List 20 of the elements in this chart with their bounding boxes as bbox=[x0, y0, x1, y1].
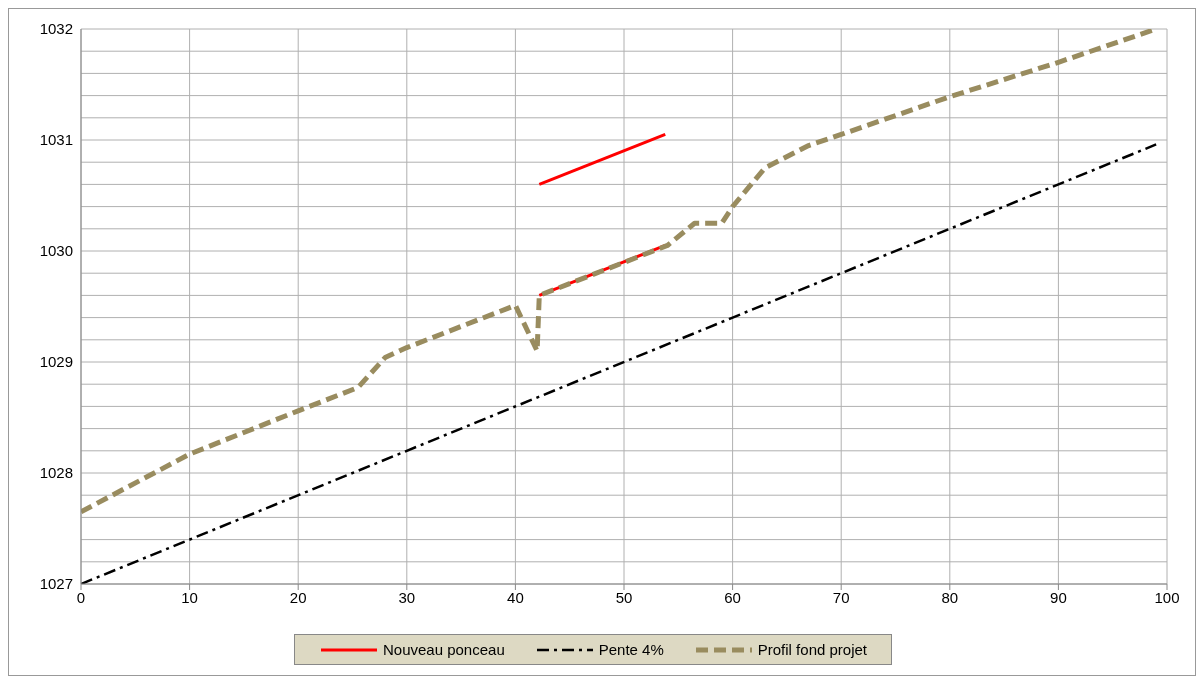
y-tick-label: 1028 bbox=[39, 464, 73, 482]
legend-label: Pente 4% bbox=[597, 641, 664, 658]
legend-label: Profil fond projet bbox=[756, 641, 868, 658]
x-tick-label: 70 bbox=[832, 588, 850, 606]
x-tick-label: 80 bbox=[941, 588, 959, 606]
x-tick-label: 0 bbox=[76, 588, 86, 606]
x-tick-label: 90 bbox=[1050, 588, 1067, 606]
x-tick-label: 10 bbox=[181, 588, 198, 606]
x-tick-label: 20 bbox=[289, 588, 307, 606]
legend-label: Nouveau ponceau bbox=[381, 641, 505, 658]
y-tick-label: 1029 bbox=[39, 353, 73, 371]
y-tick-label: 1027 bbox=[39, 575, 73, 593]
y-tick-label: 1032 bbox=[39, 20, 73, 38]
x-tick-label: 100 bbox=[1154, 588, 1180, 606]
x-tick-label: 50 bbox=[615, 588, 633, 606]
x-tick-label: 40 bbox=[507, 588, 524, 606]
x-tick-label: 60 bbox=[724, 588, 741, 606]
y-tick-label: 1030 bbox=[39, 242, 73, 260]
x-tick-label: 30 bbox=[398, 588, 416, 606]
y-tick-label: 1031 bbox=[39, 131, 73, 149]
